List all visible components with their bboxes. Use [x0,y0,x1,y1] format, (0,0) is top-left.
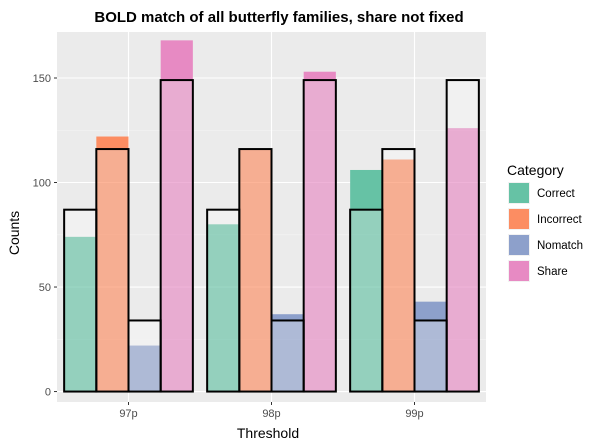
bar-correct-excess [350,169,383,210]
legend-swatch-incorrect [509,209,529,229]
legend-swatch-nomatch [509,235,529,255]
bar-correct-98p [207,224,240,392]
x-tick-label: 99p [405,408,423,420]
bar-outline [95,148,130,393]
bar-outline [302,79,337,393]
outline-fill [128,320,161,346]
bar-share-98p [303,80,336,392]
bar-correct-97p [64,236,97,392]
bar-nomatch-98p [271,320,304,392]
bar-outline [381,148,416,393]
x-tick-label: 98p [262,408,280,420]
bar-nomatch-99p [414,320,447,392]
bar-outline [159,79,194,393]
outline-fill [207,209,240,225]
bar-correct-99p [350,209,383,392]
bar-outline [238,148,273,393]
y-tick-label: 100 [33,178,51,190]
bar-share-97p [160,80,193,392]
x-axis-title: Threshold [237,425,299,441]
bar-incorrect-97p [96,149,129,392]
chart-title: BOLD match of all butterfly families, sh… [94,9,463,26]
bar-incorrect-excess [96,136,129,150]
y-axis-title: Counts [6,211,22,255]
outline-group [63,79,480,393]
legend-label-correct: Correct [537,188,576,200]
legend-label-share: Share [537,266,568,278]
bar-share-excess [160,40,193,81]
y-tick-label: 50 [39,282,51,294]
y-tick-label: 0 [45,387,51,399]
bar-incorrect-98p [239,149,272,392]
legend-swatch-correct [509,183,529,203]
bar-share-excess [303,71,336,81]
bar-nomatch-97p [128,345,161,392]
legend-swatch-share [509,261,529,281]
x-tick-label: 97p [119,408,137,420]
outline-fill [446,80,479,129]
y-tick-label: 150 [33,73,51,85]
legend-title: Category [507,162,564,178]
legend-label-incorrect: Incorrect [537,214,583,226]
bar-group [64,40,479,392]
x-axis: 97p 98p 99p [119,402,424,420]
y-axis: 0 50 100 150 [33,73,57,399]
bar-incorrect-99p [382,159,415,392]
legend: Category Correct Incorrect Nomatch Share [507,162,583,282]
bar-nomatch-excess [414,301,447,321]
bar-nomatch-excess [271,314,304,321]
outline-fill [64,209,97,237]
legend-label-nomatch: Nomatch [537,240,583,252]
outline-fill [382,149,415,160]
bar-share-99p [446,128,479,392]
bar-outline [445,79,480,393]
